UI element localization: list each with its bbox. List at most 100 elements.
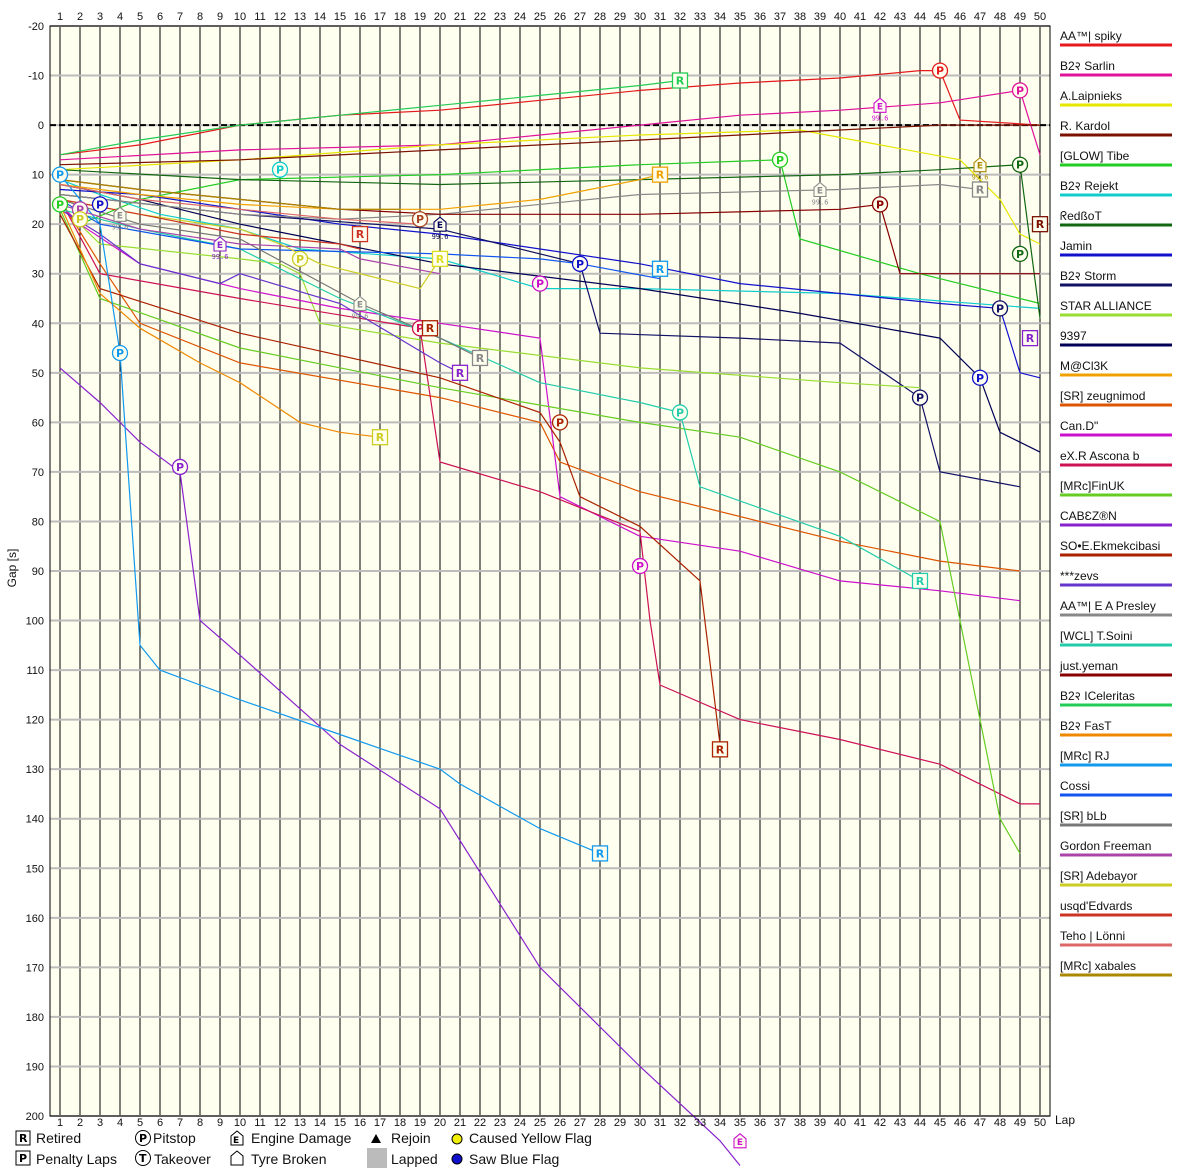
pitstop-marker-icon [51, 166, 69, 183]
x-tick-label-bottom: 6 [157, 1117, 163, 1129]
key-retired-label: Retired [36, 1130, 81, 1146]
legend-label: AA™| E A Presley [1060, 599, 1156, 613]
plot-border [49, 25, 1051, 1117]
legend-label: eX.R Ascona b [1060, 449, 1140, 463]
x-tick-label-top: 40 [834, 11, 846, 23]
key-lapped-label: Lapped [391, 1151, 438, 1167]
x-tick-label-top: 34 [714, 11, 726, 23]
y-tick-label: 190 [26, 1061, 44, 1073]
event-marker-letter: P [116, 347, 124, 360]
pitstop-icon-letter: P [139, 1132, 147, 1145]
event-marker-p: P [971, 369, 989, 386]
event-marker-p: P [291, 250, 309, 268]
x-tick-label-bottom: 19 [414, 1117, 426, 1129]
series-line [59, 183, 981, 220]
event-marker-r: R [591, 845, 609, 862]
legend-label: [SR] Adebayor [1060, 869, 1137, 883]
x-tick-label-top: 20 [434, 11, 446, 23]
x-tick-label-top: 50 [1034, 11, 1046, 23]
legend-label: Jamin [1060, 239, 1092, 253]
y-tick-label: 90 [32, 566, 44, 578]
x-tick-label-bottom: 40 [834, 1117, 846, 1129]
legend-label: [MRc]FinUK [1060, 479, 1125, 493]
event-marker-letter: R [716, 743, 725, 756]
legend-label: Cossi [1060, 779, 1090, 793]
retired-marker-icon [711, 741, 729, 758]
pitstop-marker-icon [771, 151, 789, 168]
x-tick-label-top: 12 [274, 11, 286, 23]
legend-label: [MRc] xabales [1060, 959, 1136, 973]
engine-damage-marker-icon [873, 97, 887, 113]
key-caused-yellow-label: Caused Yellow Flag [469, 1130, 592, 1146]
pitstop-marker-icon [1011, 245, 1029, 263]
key-takeover-label: Takeover [154, 1151, 211, 1167]
key-pitstop-label: Pitstop [153, 1130, 196, 1146]
key-caused-yellow: Caused Yellow Flag [451, 1130, 592, 1146]
series-line [59, 124, 1040, 166]
event-marker-p: P [411, 211, 429, 228]
pitstop-marker-icon [291, 250, 309, 268]
legend-label: [SR] bLb [1060, 809, 1107, 823]
event-marker-letter: E [437, 221, 443, 231]
x-tick-label-top: 22 [474, 11, 486, 23]
x-tick-label-bottom: 35 [734, 1117, 746, 1129]
x-tick-label-top: 2 [77, 11, 83, 23]
series-line [59, 208, 461, 374]
event-marker-r: R [711, 741, 729, 758]
legend-label: R. Kardol [1060, 119, 1110, 133]
event-marker-r: R [471, 349, 489, 367]
event-marker-note: 99.6 [972, 174, 989, 182]
x-tick-label-bottom: 15 [334, 1117, 346, 1129]
retired-marker-icon [421, 320, 439, 337]
event-marker-letter: P [676, 406, 684, 419]
y-tick-label: 30 [32, 269, 44, 281]
legend-label: A.Laipnieks [1060, 89, 1122, 103]
x-tick-label-top: 8 [197, 11, 203, 23]
event-marker-note: 99.6 [212, 253, 229, 261]
legend-label: [GLOW] Tibe [1060, 149, 1130, 163]
event-marker-p: P [51, 196, 69, 213]
penalty-laps-icon-letter: P [19, 1152, 27, 1165]
x-tick-label-bottom: 8 [197, 1117, 203, 1129]
retired-marker-icon [1031, 216, 1049, 233]
event-marker-p: P [1011, 82, 1029, 99]
x-tick-label-top: 9 [217, 11, 223, 23]
x-tick-label-bottom: 42 [874, 1117, 886, 1129]
y-tick-label: 140 [26, 814, 44, 826]
x-tick-label-bottom: 17 [374, 1117, 386, 1129]
x-tick-label-bottom: 41 [854, 1117, 866, 1129]
pitstop-marker-icon [631, 557, 649, 575]
penalty-laps-icon [15, 1150, 31, 1166]
y-tick-label: -20 [28, 21, 44, 33]
y-tick-label: 60 [32, 417, 44, 429]
engine-damage-marker-icon [433, 216, 447, 232]
event-marker-p: P [771, 151, 789, 168]
event-marker-p: P [871, 196, 889, 213]
event-marker-p: P [911, 389, 929, 406]
event-marker-p: P [931, 62, 949, 79]
series-line [59, 193, 1021, 488]
series-line [59, 159, 1041, 305]
key-engine-damage: E Engine Damage [230, 1130, 352, 1146]
legend-label: 9397 [1060, 329, 1087, 343]
engine-damage-marker-icon [213, 236, 227, 252]
x-tick-label-top: 4 [117, 11, 123, 23]
x-tick-label-top: 25 [534, 11, 546, 23]
engine-damage-marker-icon [733, 1133, 747, 1149]
y-tick-label: 40 [32, 318, 44, 330]
x-tick-label-bottom: 5 [137, 1117, 143, 1129]
yellow-flag-icon [451, 1133, 463, 1145]
x-tick-label-top: 10 [234, 11, 246, 23]
x-tick-label-bottom: 47 [974, 1117, 986, 1129]
series-line [59, 203, 921, 389]
series-line [59, 198, 361, 250]
pitstop-marker-icon [71, 211, 89, 228]
event-marker-letter: P [56, 169, 64, 182]
series-line [59, 199, 1040, 805]
retired-icon-letter: R [19, 1132, 28, 1145]
y-tick-label: 80 [32, 516, 44, 528]
event-marker-note: 99.6 [352, 312, 369, 320]
y-tick-label: 200 [26, 1111, 44, 1123]
pitstop-marker-icon [991, 300, 1009, 317]
x-tick-label-top: 19 [414, 11, 426, 23]
